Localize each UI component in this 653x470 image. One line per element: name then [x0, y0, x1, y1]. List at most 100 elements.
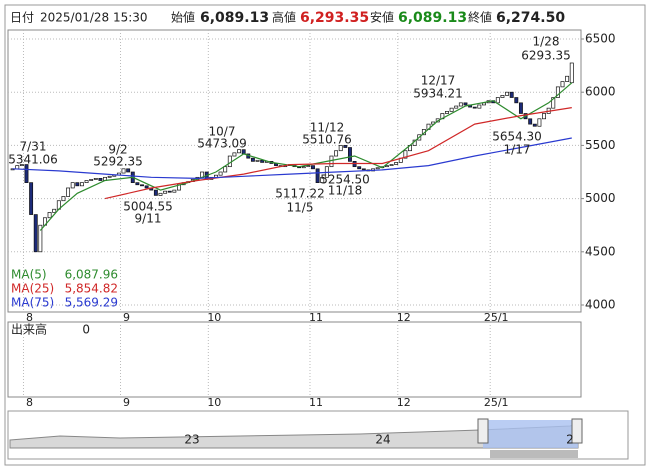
legend-label: MA(75)	[11, 296, 54, 310]
candle	[75, 182, 80, 187]
x-tick-label: 10	[207, 396, 221, 409]
candle	[348, 147, 352, 162]
navigator-handle[interactable]	[477, 418, 489, 444]
close-label: 終値	[468, 10, 492, 25]
candle	[218, 171, 223, 176]
candle	[255, 159, 260, 162]
annotation-value: 5934.21	[413, 87, 463, 101]
date-label: 日付	[10, 11, 34, 25]
x-tick-label: 12	[397, 311, 411, 324]
candle	[93, 178, 98, 180]
candle	[66, 187, 71, 197]
y-tick-label: 6500	[585, 32, 616, 46]
annotation-value: 5254.50	[320, 173, 370, 187]
candle	[338, 145, 343, 152]
annotation-value: 6293.35	[521, 49, 571, 63]
annotation-date: 10/7	[209, 125, 236, 139]
candle	[537, 118, 542, 127]
candle	[158, 192, 163, 196]
y-tick-label: 4500	[585, 244, 616, 258]
candle	[495, 97, 500, 104]
low-label: 安値	[370, 10, 394, 25]
annotation-date: 9/2	[108, 143, 127, 157]
candle	[260, 159, 265, 163]
x-tick-label: 11	[309, 396, 323, 409]
candle	[70, 182, 75, 189]
x-tick-label: 9	[123, 311, 130, 324]
annotation-value: 5654.30	[492, 130, 542, 144]
ma-line	[12, 137, 572, 180]
candle	[357, 166, 362, 170]
candle	[528, 118, 533, 125]
annotation-date: 1/17	[504, 143, 531, 157]
navigator-handle[interactable]	[571, 418, 583, 444]
candle	[250, 157, 255, 162]
legend-value: 6,087.96	[65, 268, 118, 282]
y-tick-label: 5500	[585, 138, 616, 152]
candle	[555, 86, 560, 98]
high-label: 高値	[272, 10, 296, 25]
candle	[500, 95, 505, 98]
low: 6,089.13	[398, 10, 467, 26]
scrollbar[interactable]	[490, 450, 578, 458]
ma-line	[104, 107, 572, 200]
annotation-value: 5292.35	[93, 155, 143, 169]
candle	[320, 176, 325, 183]
x-tick-label: 9	[123, 396, 130, 409]
candle	[223, 166, 228, 173]
annotation-value: 5510.76	[302, 133, 352, 147]
candle	[532, 123, 537, 127]
candle	[47, 212, 52, 219]
y-tick-label: 6000	[585, 85, 616, 99]
candle	[472, 106, 477, 109]
x-tick-label: 8	[26, 396, 33, 409]
x-tick-label: 12	[397, 396, 411, 409]
navigator-label: 2	[566, 433, 574, 447]
open-label: 始値	[171, 10, 195, 25]
candle	[445, 111, 449, 114]
candle	[135, 182, 140, 186]
legend-value: 5,854.82	[65, 282, 118, 296]
candle	[361, 168, 366, 171]
candle	[163, 190, 168, 194]
x-tick-label: 25/1	[484, 311, 509, 324]
annotation-value: 5341.06	[8, 153, 58, 167]
x-tick-label: 8	[26, 311, 33, 324]
candle	[79, 182, 84, 187]
candle	[311, 165, 315, 170]
candle	[227, 155, 232, 168]
volume-label: 出来高	[11, 322, 47, 337]
annotation-date: 11/5	[287, 201, 314, 215]
legend-value: 5,569.29	[65, 296, 118, 310]
candle	[237, 149, 241, 154]
navigator-label: 24	[375, 433, 390, 447]
candle	[33, 214, 38, 253]
candle	[514, 97, 519, 104]
candle	[458, 102, 463, 107]
candle	[329, 155, 334, 168]
annotation-value: 5117.22	[275, 187, 325, 201]
candle	[172, 189, 177, 193]
datetime: 2025/01/28 15:30	[40, 11, 148, 25]
x-tick-label: 25/1	[484, 396, 509, 409]
candle	[334, 150, 339, 157]
candle	[315, 168, 320, 183]
candle	[98, 178, 103, 181]
candle	[24, 164, 29, 183]
candle	[463, 102, 468, 106]
navigator-selection[interactable]	[483, 420, 578, 448]
volume-value: 0	[82, 323, 90, 337]
candle	[38, 224, 43, 253]
candle	[560, 81, 565, 88]
candle	[167, 190, 172, 193]
candle	[505, 91, 510, 96]
candle	[375, 167, 380, 170]
candle	[509, 91, 514, 98]
candle	[449, 107, 454, 112]
candle	[52, 208, 57, 213]
candle	[19, 164, 24, 166]
annotation-date: 11/12	[310, 121, 345, 135]
candle	[565, 75, 570, 82]
candle	[518, 102, 523, 114]
high: 6,293.35	[300, 10, 369, 26]
